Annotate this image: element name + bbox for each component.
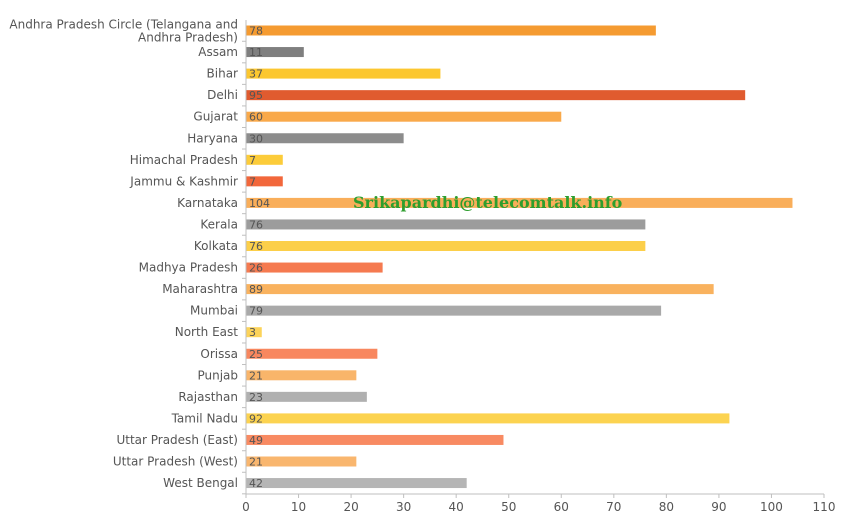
category-label: Assam <box>198 45 238 59</box>
bar <box>246 434 504 445</box>
bar <box>246 241 646 251</box>
bar <box>246 111 562 122</box>
bar <box>246 413 730 424</box>
category-label: Tamil Nadu <box>171 411 238 425</box>
data-label: 7 <box>249 175 256 188</box>
data-label: 23 <box>249 391 263 404</box>
data-label: 76 <box>249 240 263 253</box>
category-label: Delhi <box>207 88 238 102</box>
category-label: West Bengal <box>163 476 238 490</box>
data-label: 104 <box>249 197 270 210</box>
category-label: Himachal Pradesh <box>130 153 238 167</box>
category-label: Andhra Pradesh Circle (Telangana and Andh… <box>9 18 238 45</box>
data-label: 30 <box>249 132 263 145</box>
x-tick-label: 60 <box>554 500 569 514</box>
bar <box>246 456 357 467</box>
bar <box>246 197 793 208</box>
bar <box>246 90 746 101</box>
category-label: North East <box>175 325 239 339</box>
category-label: Kerala <box>200 217 238 231</box>
x-tick-label: 30 <box>396 500 411 514</box>
data-label: 79 <box>249 305 263 318</box>
data-label: 95 <box>249 89 263 102</box>
category-label: Punjab <box>197 368 238 382</box>
data-label: 92 <box>249 412 263 425</box>
bar <box>246 305 662 316</box>
bar <box>246 478 467 489</box>
bar <box>246 391 367 402</box>
watermark-text: Srikapardhi@telecomtalk.info <box>353 193 623 212</box>
x-tick-label: 10 <box>291 500 306 514</box>
bar <box>246 262 383 273</box>
category-label: Orissa <box>200 347 238 361</box>
bar <box>246 176 283 187</box>
data-label: 3 <box>249 326 256 339</box>
category-label: Bihar <box>207 67 239 81</box>
bar <box>246 68 441 79</box>
data-label: 11 <box>249 46 263 59</box>
category-label: Uttar Pradesh (West) <box>113 455 238 469</box>
data-label: 60 <box>249 111 263 124</box>
x-tick-label: 20 <box>343 500 358 514</box>
x-tick-label: 100 <box>760 500 783 514</box>
category-label: Uttar Pradesh (East) <box>116 433 238 447</box>
x-tick-label: 70 <box>606 500 621 514</box>
category-label: Kolkata <box>194 239 238 253</box>
data-label: 21 <box>249 369 263 382</box>
category-label: Madhya Pradesh <box>139 261 238 275</box>
x-tick-label: 40 <box>449 500 464 514</box>
category-labels: Andhra Pradesh Circle (Telangana and Andh… <box>9 18 238 491</box>
category-label: Jammu & Kashmir <box>129 174 238 188</box>
category-label: Mumbai <box>190 304 238 318</box>
value-labels: 78 11 37 95 60 30 7 7 104 76 76 26 89 79 3 25 21 23 92 49 21… <box>249 25 270 491</box>
bars-layer <box>246 25 793 489</box>
data-label: 42 <box>249 477 263 490</box>
category-label: Maharashtra <box>162 282 238 296</box>
x-tick-label: 90 <box>711 500 726 514</box>
data-label: 37 <box>249 68 263 81</box>
data-label: 7 <box>249 154 256 167</box>
category-label: Haryana <box>187 131 238 145</box>
data-label: 21 <box>249 456 263 469</box>
category-label: Gujarat <box>193 110 238 124</box>
data-label: 49 <box>249 434 263 447</box>
bar <box>246 327 262 338</box>
x-tick-label: 0 <box>242 500 250 514</box>
category-label: Karnataka <box>177 196 238 210</box>
data-label: 76 <box>249 218 263 231</box>
bar <box>246 284 714 295</box>
x-tick-label: 50 <box>501 500 516 514</box>
bar <box>246 133 404 144</box>
bar <box>246 219 646 230</box>
data-label: 25 <box>249 348 263 361</box>
bar <box>246 348 378 359</box>
category-label: Rajasthan <box>178 390 238 404</box>
data-label: 89 <box>249 283 263 296</box>
data-label: 26 <box>249 262 263 275</box>
x-tick-label: 110 <box>813 500 836 514</box>
x-tick-label: 80 <box>659 500 674 514</box>
x-axis: 0 10 20 30 40 50 60 70 80 90 100 110 <box>242 20 835 514</box>
bar <box>246 25 656 36</box>
data-label: 78 <box>249 25 263 38</box>
bar <box>246 370 357 381</box>
bar <box>246 47 304 58</box>
bar <box>246 154 283 165</box>
